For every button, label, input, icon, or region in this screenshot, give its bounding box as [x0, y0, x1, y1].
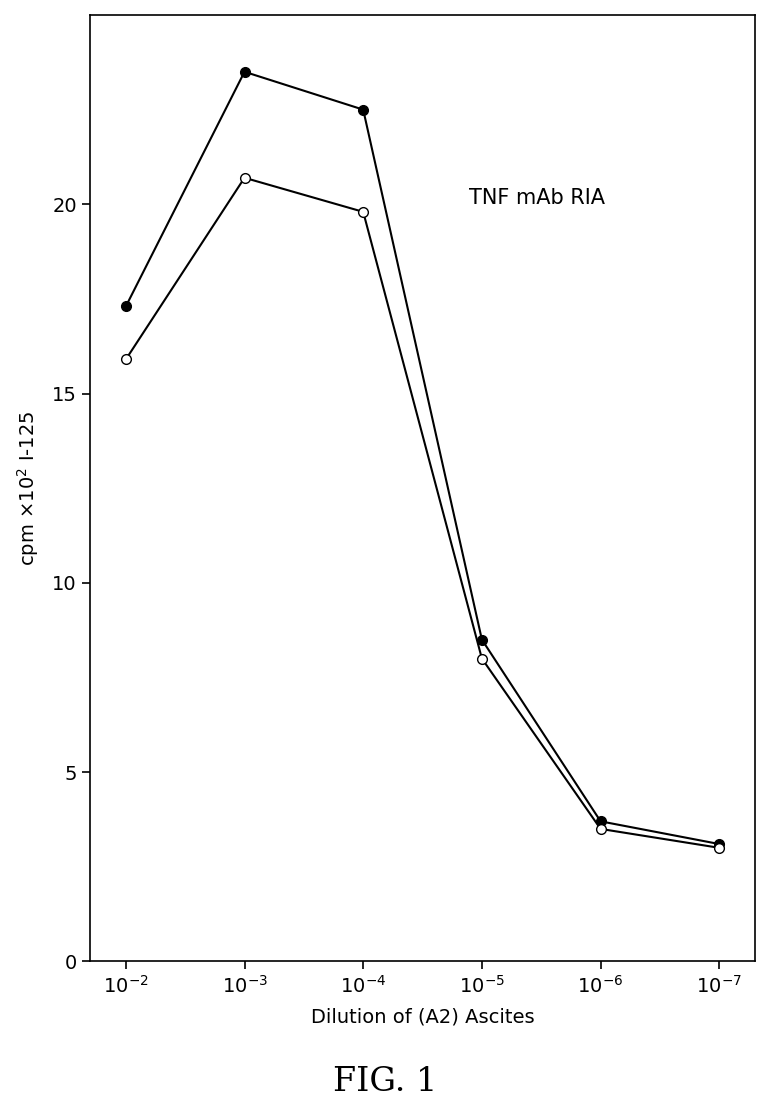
Y-axis label: cpm $\times$10$^2$ I-125: cpm $\times$10$^2$ I-125 — [15, 411, 41, 566]
Text: TNF mAb RIA: TNF mAb RIA — [469, 188, 605, 208]
Text: FIG. 1: FIG. 1 — [333, 1065, 437, 1098]
X-axis label: Dilution of (A2) Ascites: Dilution of (A2) Ascites — [311, 1008, 534, 1027]
